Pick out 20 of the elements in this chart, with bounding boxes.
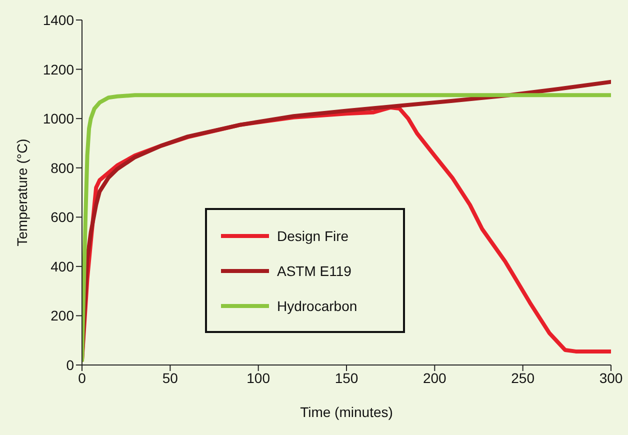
x-tick-label: 250 — [511, 370, 535, 386]
x-tick-label: 0 — [78, 370, 86, 386]
x-tick-label: 50 — [162, 370, 178, 386]
y-axis-title: Temperature (°C) — [14, 138, 30, 246]
x-axis-title: Time (minutes) — [300, 404, 393, 420]
y-tick-label: 1200 — [42, 61, 74, 78]
x-tick-label: 100 — [246, 370, 270, 386]
y-tick-label: 400 — [50, 258, 74, 274]
y-tick-label: 1400 — [42, 12, 74, 28]
x-tick-label: 150 — [334, 370, 358, 386]
y-tick-label: 600 — [50, 209, 74, 226]
y-tick-label: 200 — [50, 308, 74, 324]
y-tick-label: 0 — [66, 356, 74, 373]
y-tick-label: 1000 — [42, 110, 74, 127]
x-tick-label: 200 — [422, 370, 447, 386]
x-tick-label: 300 — [599, 370, 623, 386]
legend-label: Design Fire — [277, 228, 349, 244]
legend-label: Hydrocarbon — [277, 298, 358, 314]
y-tick-label: 800 — [50, 160, 74, 176]
legend-label: ASTM E119 — [277, 262, 352, 278]
